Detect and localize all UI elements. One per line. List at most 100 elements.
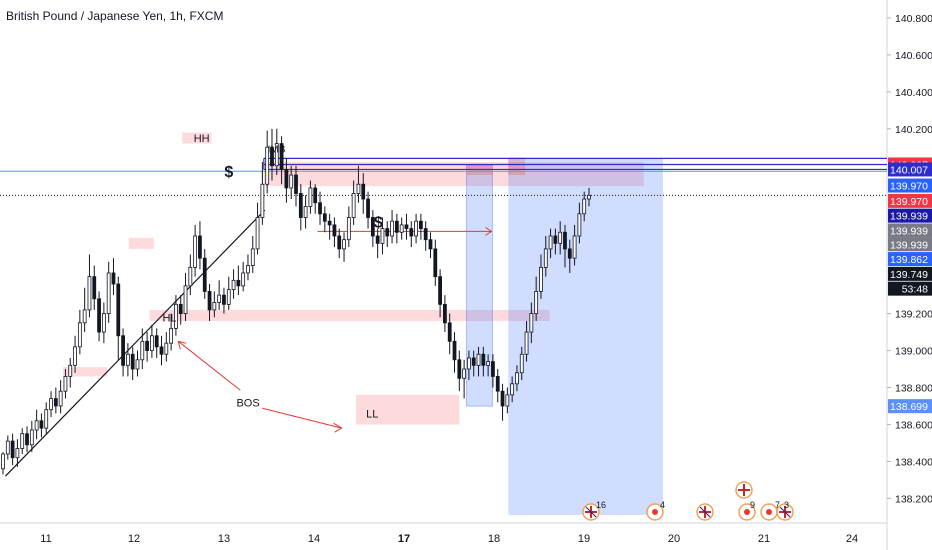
candle[interactable] [294, 174, 298, 194]
candle[interactable] [1, 453, 5, 470]
candle[interactable] [49, 398, 53, 411]
candle[interactable] [519, 353, 524, 374]
candle[interactable] [337, 235, 342, 250]
candle[interactable] [332, 224, 337, 237]
candle[interactable] [587, 194, 591, 200]
candle[interactable] [150, 335, 154, 351]
zone-rect[interactable] [182, 132, 212, 144]
candle[interactable] [394, 220, 399, 233]
candle[interactable] [418, 220, 423, 229]
zone-rect[interactable] [63, 367, 108, 377]
candle[interactable] [529, 313, 534, 333]
candle[interactable] [279, 143, 284, 170]
candle[interactable] [563, 231, 567, 250]
candle[interactable] [567, 248, 572, 259]
candle[interactable] [111, 272, 116, 285]
candle[interactable] [428, 239, 433, 250]
candle[interactable] [515, 372, 519, 385]
candle[interactable] [510, 383, 515, 396]
candle[interactable] [202, 257, 207, 292]
candle[interactable] [188, 266, 193, 287]
candle[interactable] [87, 276, 92, 311]
candle[interactable] [380, 228, 385, 244]
candle[interactable] [77, 322, 82, 348]
candle[interactable] [82, 309, 87, 324]
candle[interactable] [222, 294, 226, 305]
candle[interactable] [491, 361, 495, 377]
bos-arrow[interactable] [178, 340, 241, 391]
candle[interactable] [20, 433, 25, 449]
candle[interactable] [226, 289, 231, 305]
candle[interactable] [356, 183, 361, 194]
candle[interactable] [524, 331, 529, 355]
candle[interactable] [505, 394, 510, 407]
candle[interactable] [385, 228, 390, 237]
candle[interactable] [159, 346, 164, 355]
candle[interactable] [289, 174, 294, 189]
candle[interactable] [399, 224, 404, 233]
candle[interactable] [553, 235, 558, 244]
candle[interactable] [169, 327, 174, 344]
candle[interactable] [423, 228, 428, 241]
candle[interactable] [231, 279, 236, 290]
zone-rect[interactable] [149, 309, 550, 321]
candle[interactable] [414, 220, 418, 237]
candle[interactable] [183, 285, 188, 314]
candle[interactable] [433, 248, 438, 278]
candle[interactable] [217, 294, 222, 303]
trendline[interactable] [4, 209, 266, 477]
candle[interactable] [582, 198, 587, 215]
candle[interactable] [361, 183, 366, 200]
candle[interactable] [68, 364, 73, 377]
candle[interactable] [154, 335, 159, 348]
candle[interactable] [539, 266, 543, 292]
candle[interactable] [39, 420, 44, 429]
candle[interactable] [534, 291, 539, 314]
candle[interactable] [284, 169, 289, 189]
candle[interactable] [303, 206, 308, 218]
candle[interactable] [246, 265, 250, 274]
candle[interactable] [375, 235, 380, 244]
candle[interactable] [481, 353, 486, 366]
candle[interactable] [548, 235, 553, 250]
candle[interactable] [270, 146, 274, 167]
candle[interactable] [438, 276, 442, 305]
candle[interactable] [260, 183, 265, 218]
candle[interactable] [193, 235, 198, 268]
candle[interactable] [130, 353, 135, 370]
candle[interactable] [10, 440, 15, 459]
candle[interactable] [135, 359, 140, 370]
candle[interactable] [29, 429, 34, 446]
candle[interactable] [97, 298, 101, 333]
candle[interactable] [467, 357, 471, 370]
candle[interactable] [274, 143, 279, 167]
bos-arrow[interactable] [262, 407, 342, 429]
position-box[interactable] [508, 158, 663, 515]
candle[interactable] [101, 313, 106, 333]
candle[interactable] [366, 198, 370, 218]
candle[interactable] [116, 283, 121, 337]
candle[interactable] [572, 235, 577, 259]
candle[interactable] [390, 220, 394, 237]
candle[interactable] [370, 217, 375, 237]
candle[interactable] [207, 291, 212, 311]
candle[interactable] [250, 248, 255, 266]
candle[interactable] [351, 193, 356, 218]
candle[interactable] [236, 279, 241, 287]
candle[interactable] [53, 398, 58, 407]
candle[interactable] [265, 146, 270, 185]
candle[interactable] [500, 390, 505, 407]
candle[interactable] [34, 420, 39, 431]
candle[interactable] [318, 202, 322, 215]
candle[interactable] [462, 368, 467, 379]
candle[interactable] [322, 213, 327, 222]
candle[interactable] [25, 433, 29, 446]
candle[interactable] [15, 448, 20, 459]
candle[interactable] [577, 213, 582, 237]
candle[interactable] [121, 335, 125, 366]
candle[interactable] [92, 276, 97, 300]
candle[interactable] [342, 239, 346, 250]
candle[interactable] [241, 272, 246, 287]
candle[interactable] [106, 272, 111, 314]
